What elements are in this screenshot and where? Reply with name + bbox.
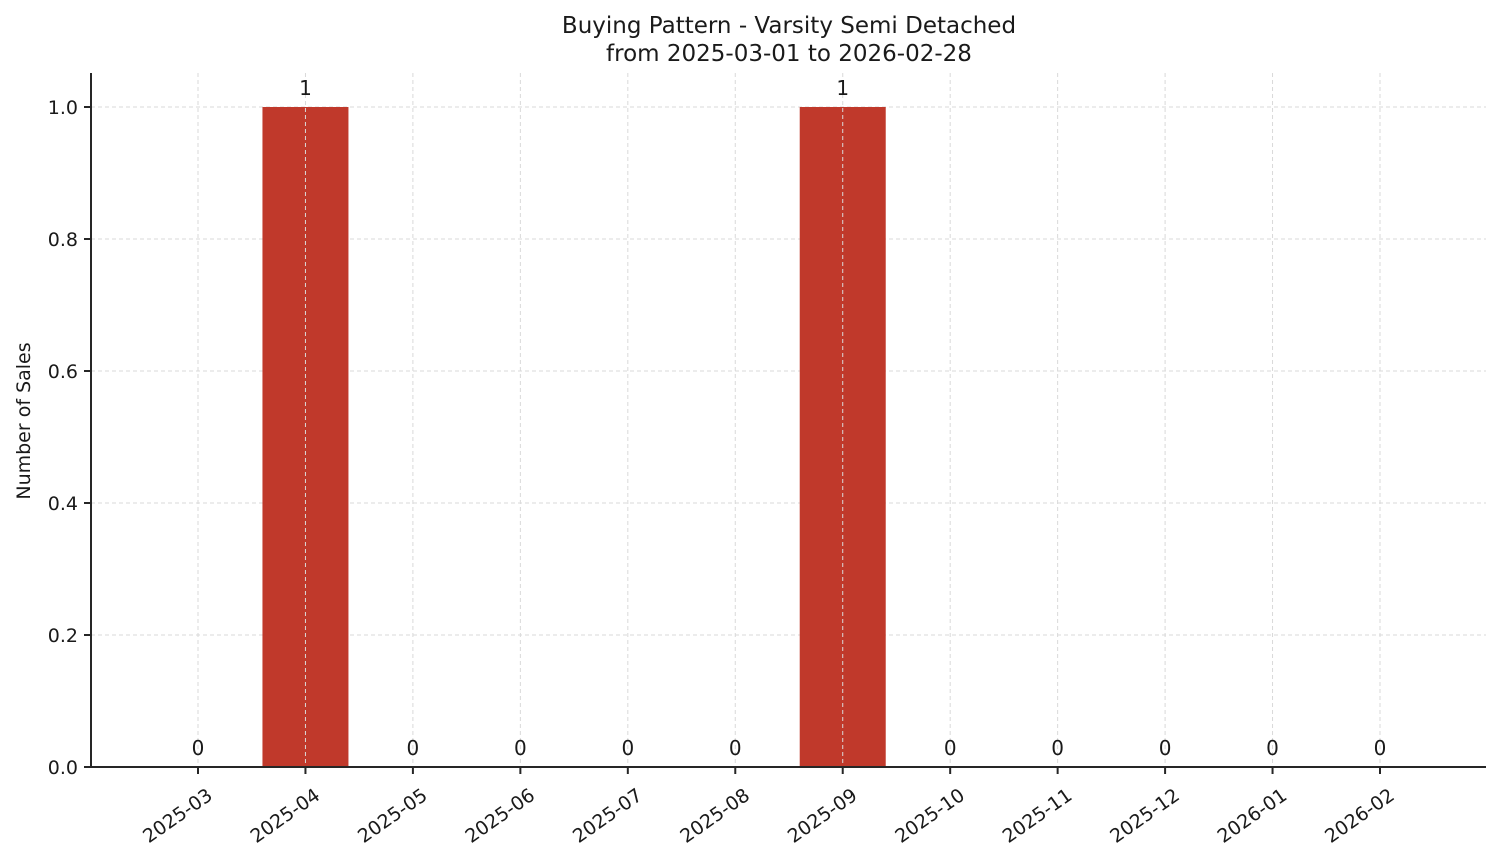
bar-value-label: 0 [1159,736,1172,760]
bar-value-label: 0 [1374,736,1387,760]
bar-value-label: 0 [944,736,957,760]
x-tick-label: 2026-01 [1214,784,1292,848]
x-tick-label: 2025-12 [1106,784,1184,848]
x-tick-label: 2025-05 [354,784,432,848]
x-tick-label: 2025-06 [461,784,539,848]
y-tick-label: 0.4 [48,493,78,515]
y-tick-label: 0.6 [48,361,78,383]
bar-value-label: 0 [192,736,205,760]
bar-value-label: 0 [621,736,634,760]
chart-title: Buying Pattern - Varsity Semi Detached [562,13,1016,39]
bar-value-label: 0 [1266,736,1279,760]
y-tick-label: 0.0 [48,757,78,779]
chart-subtitle: from 2025-03-01 to 2026-02-28 [606,41,972,67]
x-tick-label: 2025-10 [891,784,969,848]
bar-value-label: 1 [836,76,849,100]
bar-value-label: 0 [407,736,420,760]
y-axis-label: Number of Sales [13,342,35,499]
x-tick-label: 2025-07 [569,784,647,848]
y-tick-label: 0.8 [48,229,78,251]
bar-value-label: 0 [729,736,742,760]
y-tick-label: 1.0 [48,97,78,119]
x-tick-label: 2025-09 [784,784,862,848]
y-axis-ticks: 0.0 0.2 0.4 0.6 0.8 1.0 [48,97,91,779]
bar-value-labels: 0 1 0 0 0 0 1 0 0 0 0 0 [192,73,1387,767]
x-tick-label: 2025-08 [676,784,754,848]
x-axis-ticks: 2025-03 2025-04 2025-05 2025-06 2025-07 2025-… [139,767,1399,848]
bars [262,107,886,767]
bar-value-label: 0 [514,736,527,760]
x-tick-label: 2026-02 [1321,784,1399,848]
bar-value-label: 1 [299,76,312,100]
y-tick-label: 0.2 [48,625,78,647]
x-tick-label: 2025-11 [999,784,1077,848]
bar-value-label: 0 [1051,736,1064,760]
x-tick-label: 2025-03 [139,784,217,848]
x-tick-label: 2025-04 [246,784,324,848]
